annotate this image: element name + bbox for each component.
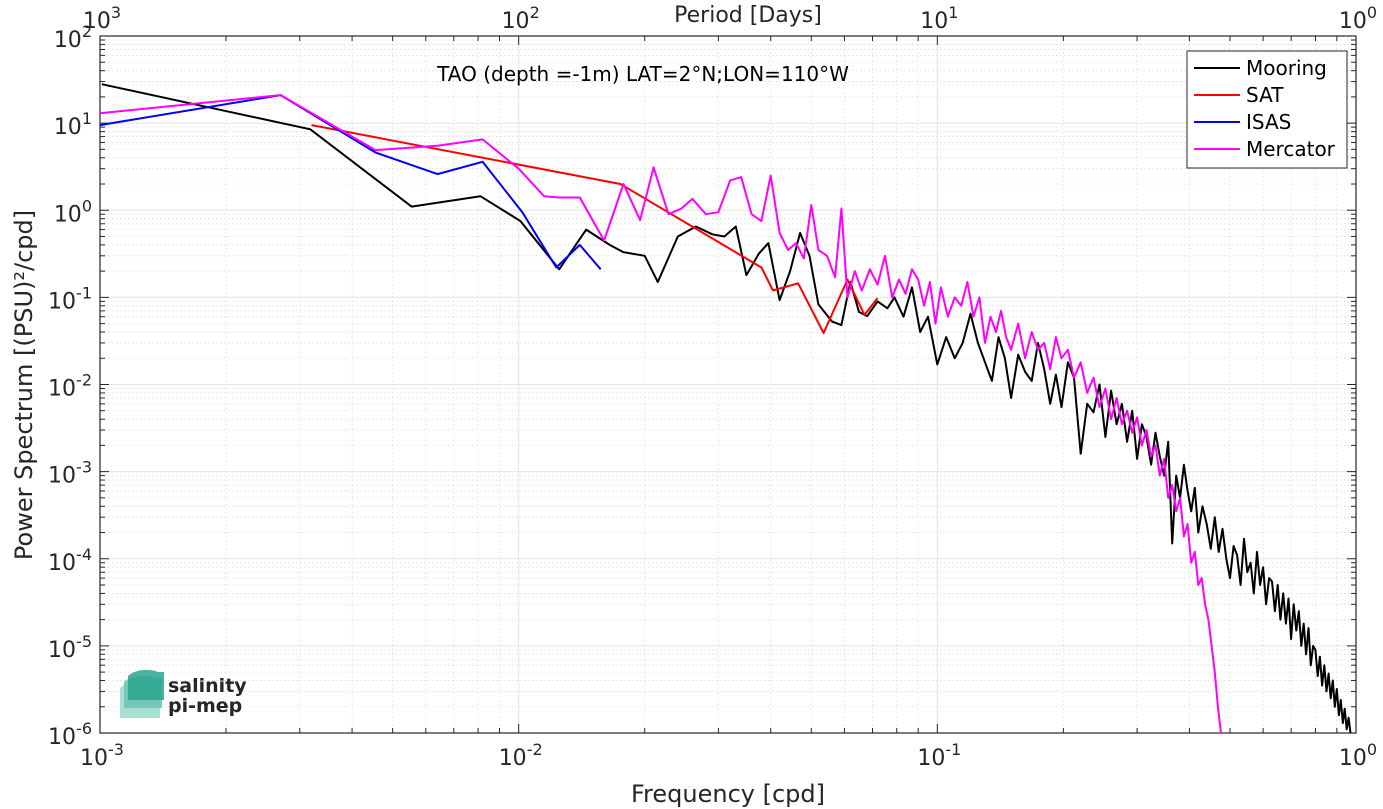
y-tick-label: 10-6 bbox=[48, 719, 92, 750]
y-tick-label: 10-3 bbox=[48, 458, 92, 489]
chart-title: TAO (depth =-1m) LAT=2°N;LON=110°W bbox=[436, 62, 849, 86]
logo-line2: pi-mep bbox=[168, 695, 242, 717]
series-layer bbox=[99, 83, 1352, 734]
x2-tick-label: 100 bbox=[1339, 3, 1377, 34]
y-tick-label: 10-4 bbox=[48, 545, 92, 576]
x2-tick-label: 101 bbox=[920, 3, 958, 34]
x-tick-label: 10-1 bbox=[917, 740, 961, 771]
x-tick-label: 10-3 bbox=[80, 740, 124, 771]
logo-waves-icon bbox=[120, 669, 164, 718]
y-tick-label: 100 bbox=[54, 196, 92, 227]
legend-label-mercator: Mercator bbox=[1246, 137, 1336, 161]
y-tick-label: 10-2 bbox=[48, 371, 92, 402]
y-tick-label: 10-5 bbox=[48, 632, 92, 663]
legend: Mooring SAT ISAS Mercator bbox=[1186, 50, 1348, 169]
y-tick-label: 102 bbox=[54, 22, 92, 53]
y-tick-label: 10-1 bbox=[48, 283, 92, 314]
x-tick-label: 100 bbox=[1339, 740, 1377, 771]
y-axis-label: Power Spectrum [(PSU)²/cpd] bbox=[10, 210, 38, 560]
x2-tick-label: 102 bbox=[502, 3, 540, 34]
axis-ticks bbox=[99, 35, 1357, 734]
series-line-mooring bbox=[101, 83, 1352, 734]
salinity-pi-mep-logo: salinity pi-mep bbox=[120, 669, 247, 718]
logo-line1: salinity bbox=[168, 675, 247, 697]
series-line-mercator bbox=[99, 94, 1222, 734]
x-tick-label: 10-2 bbox=[499, 740, 543, 771]
legend-label-isas: ISAS bbox=[1246, 110, 1291, 134]
y-tick-label: 101 bbox=[54, 109, 92, 140]
x-axis-label: Frequency [cpd] bbox=[631, 780, 825, 808]
x2-tick-label: 103 bbox=[83, 3, 121, 34]
legend-label-sat: SAT bbox=[1246, 83, 1284, 107]
x2-axis-label: Period [Days] bbox=[674, 3, 822, 28]
legend-label-mooring: Mooring bbox=[1246, 56, 1327, 80]
